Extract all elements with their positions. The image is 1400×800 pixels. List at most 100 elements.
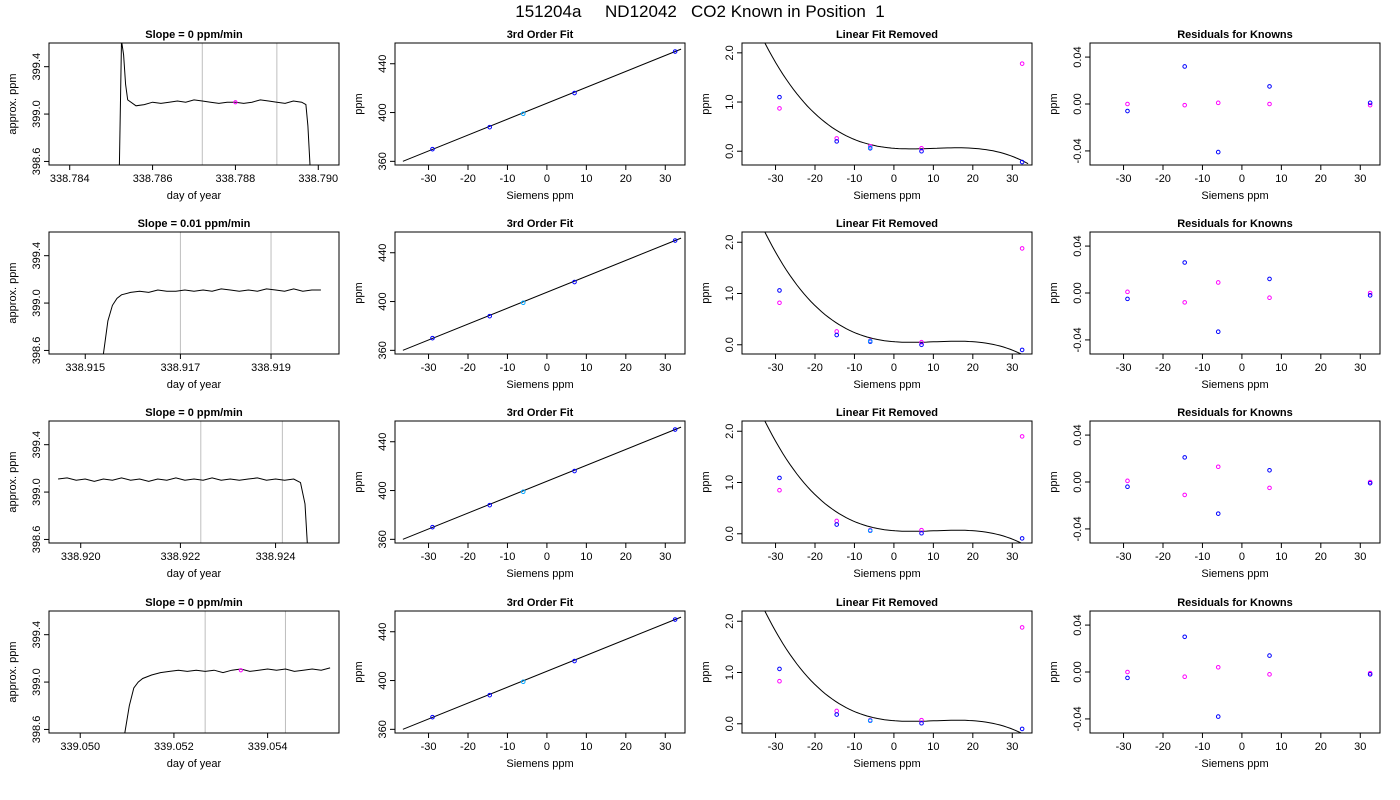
chart-panel: Linear Fit Removed -30 -20 -10 0 10 20 30 0.0 1.0… (700, 597, 1033, 770)
x-tick-label: -20 (807, 362, 823, 374)
y-axis-label: approx. ppm (7, 641, 19, 702)
known-point (1019, 159, 1025, 165)
standard-point (520, 111, 526, 117)
x-tick-label: -20 (460, 551, 476, 563)
y-tick-label: 398.6 (31, 526, 43, 554)
chart-panel: 3rd Order Fit -30 -20 -10 0 10 20 30 360 400 440 Si… (353, 597, 686, 770)
residual-point (867, 144, 873, 149)
chart-title: 3rd Order Fit (507, 29, 574, 41)
x-tick-label: 338.919 (251, 362, 291, 374)
residual-point (919, 339, 924, 345)
series-line (124, 667, 331, 733)
known-point (572, 468, 577, 474)
x-tick-label: 30 (659, 173, 671, 185)
residual-point (1215, 665, 1221, 670)
y-tick-label: 1.0 (724, 286, 736, 301)
x-tick-label: 338.788 (216, 173, 256, 185)
chart-panel: Slope = 0 ppm/min 338.920 338.922 338.924 39… (7, 407, 340, 580)
x-axis-label: Siemens ppm (1201, 758, 1268, 770)
residual-point (1367, 102, 1373, 108)
x-tick-label: 0 (544, 551, 550, 563)
y-tick-label: 2.0 (724, 235, 736, 250)
x-axis-label: Siemens ppm (1201, 568, 1268, 580)
residual-point (834, 329, 839, 334)
known-point (1215, 329, 1221, 335)
known-point (1367, 480, 1373, 486)
x-tick-label: 10 (580, 551, 592, 563)
y-tick-label: -0.04 (1072, 516, 1084, 541)
y-axis-label: approx. ppm (7, 451, 19, 512)
plot-area (402, 237, 682, 351)
x-tick-label: -30 (1116, 551, 1132, 563)
y-tick-label: 440 (377, 55, 389, 73)
y-axis-label: ppm (700, 661, 712, 682)
plot-frame (394, 420, 686, 544)
x-tick-label: 338.786 (133, 173, 173, 185)
y-tick-label: 0.0 (724, 716, 736, 731)
plot-frame (48, 610, 340, 734)
x-tick-label: 0 (1239, 551, 1245, 563)
chart-title: Residuals for Knowns (1177, 597, 1293, 609)
plot-frame (1089, 42, 1381, 166)
x-tick-label: -10 (1194, 362, 1210, 374)
chart-title: 3rd Order Fit (507, 407, 574, 419)
plot-area (1125, 634, 1373, 719)
y-axis-label: approx. ppm (7, 73, 19, 134)
known-point (672, 238, 678, 243)
residual-point (1267, 485, 1272, 491)
y-tick-label: 400 (377, 671, 389, 689)
y-tick-label: 400 (377, 103, 389, 121)
x-tick-label: -20 (460, 741, 476, 753)
known-point (1267, 467, 1272, 473)
fit-line (402, 616, 682, 730)
x-tick-label: -30 (421, 362, 437, 374)
chart-title: 3rd Order Fit (507, 218, 574, 230)
known-point (1125, 675, 1130, 681)
x-tick-label: -20 (460, 173, 476, 185)
residual-point (1019, 246, 1025, 251)
fit-curve (764, 232, 1023, 354)
known-point (572, 279, 577, 285)
x-tick-label: -30 (768, 741, 784, 753)
y-tick-label: 399.4 (31, 242, 43, 270)
residual-point (1267, 672, 1272, 677)
x-tick-label: 338.915 (65, 362, 105, 374)
y-axis-label: ppm (1048, 661, 1060, 682)
x-tick-label: 338.922 (161, 551, 201, 563)
known-point (487, 692, 492, 698)
chart-title: 3rd Order Fit (507, 597, 574, 609)
y-axis-label: ppm (1048, 282, 1060, 303)
plot-area (402, 616, 682, 730)
x-tick-label: 20 (1315, 741, 1327, 753)
fit-curve (764, 43, 1029, 165)
y-tick-label: 399.4 (31, 53, 43, 81)
y-tick-label: 0.0 (724, 526, 736, 541)
x-axis-label: Siemens ppm (853, 758, 920, 770)
chart-title: Residuals for Knowns (1177, 407, 1293, 419)
known-point (1215, 714, 1221, 719)
y-tick-label: 399.0 (31, 478, 43, 506)
standard-point (867, 528, 873, 533)
x-tick-label: -30 (768, 551, 784, 563)
y-tick-label: 399.4 (31, 621, 43, 649)
x-tick-label: -30 (1116, 173, 1132, 185)
chart-panel: Linear Fit Removed -30 -20 -10 0 10 20 30 0.0 1.0… (700, 407, 1033, 580)
known-point (487, 124, 492, 130)
x-tick-label: 339.052 (154, 741, 194, 753)
chart-title: Linear Fit Removed (836, 407, 938, 419)
residual-point (1019, 61, 1025, 66)
plot-area (402, 48, 682, 162)
known-point (572, 90, 577, 96)
y-axis-label: ppm (700, 93, 712, 114)
x-tick-label: 30 (1354, 741, 1366, 753)
marker-point (238, 668, 243, 673)
known-point (1267, 84, 1272, 89)
standard-point (520, 489, 526, 495)
x-axis-label: Siemens ppm (853, 379, 920, 391)
known-point (672, 427, 678, 432)
x-tick-label: -30 (768, 173, 784, 185)
plot-frame (741, 610, 1033, 734)
y-tick-label: 440 (377, 623, 389, 641)
x-tick-label: 0 (1239, 173, 1245, 185)
